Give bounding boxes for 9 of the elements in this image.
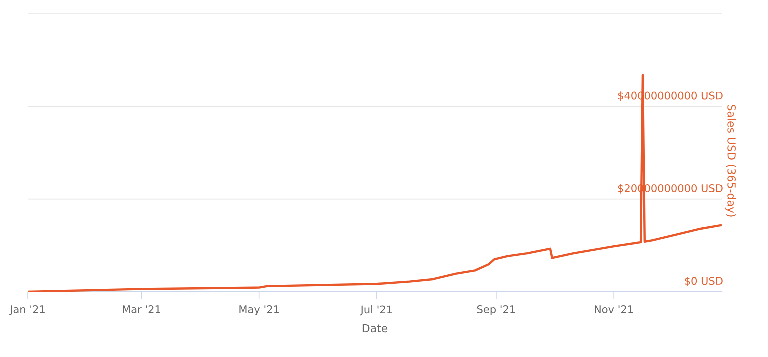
x-tick-label: May '21: [240, 306, 280, 316]
x-tick-label: Jan '21: [10, 306, 45, 316]
x-tick-label: Jul '21: [360, 306, 392, 316]
x-tick-label: Sep '21: [477, 306, 516, 316]
y2-axis-title: Sales USD (365-day): [726, 104, 736, 217]
x-tick-label: Mar '21: [123, 306, 160, 314]
x-axis-title: Date: [362, 324, 388, 333]
x-tick-label: Nov '21: [595, 306, 634, 314]
y2-tick-label: $0 USD: [685, 276, 723, 286]
